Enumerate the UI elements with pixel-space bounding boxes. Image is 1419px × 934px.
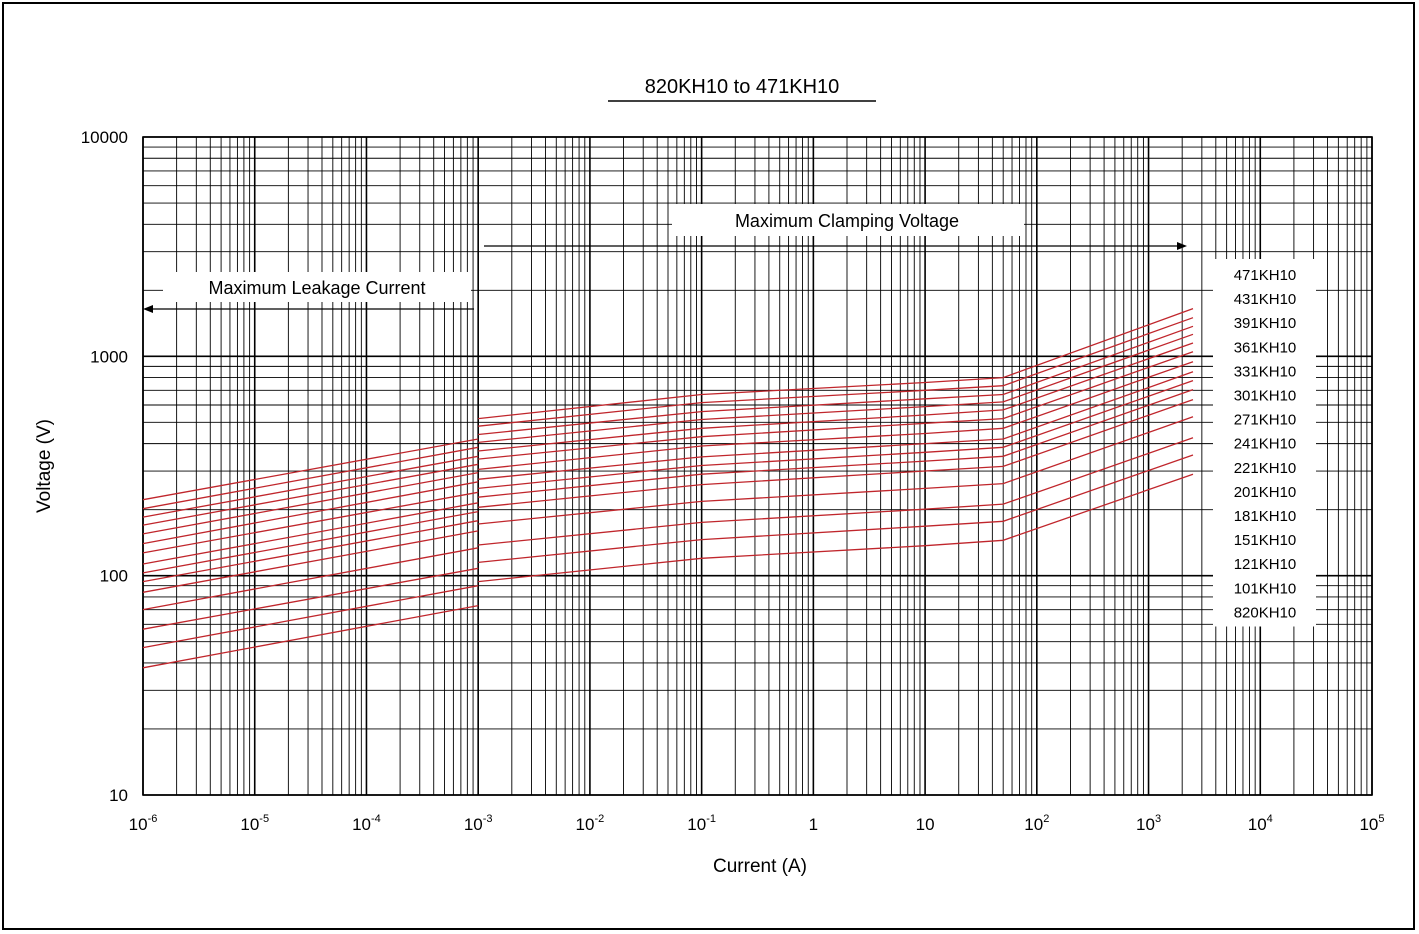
x-tick-label: 10-1 <box>687 813 716 834</box>
y-tick-label: 10 <box>109 786 128 805</box>
series-line-clamp-181kh10 <box>478 398 1194 508</box>
series-line-leak-820kh10 <box>142 604 479 669</box>
annotations: Maximum Leakage Current Maximum Clamping … <box>143 204 1187 313</box>
leakage-arrowhead <box>143 305 153 313</box>
y-tick-label: 10000 <box>81 128 128 147</box>
legend-item-271kh10: 271KH10 <box>1234 412 1297 429</box>
y-tick-label: 1000 <box>90 347 128 366</box>
legend-item-121kh10: 121KH10 <box>1234 556 1297 573</box>
legend: 471KH10 431KH10 391KH10 361KH10 331KH10 301KH… <box>1213 259 1316 627</box>
legend-item-201kh10: 201KH10 <box>1234 484 1297 501</box>
legend-item-471kh10: 471KH10 <box>1234 267 1297 284</box>
x-tick-label: 105 <box>1359 813 1384 834</box>
legend-item-820kh10: 820KH10 <box>1234 604 1297 621</box>
clamping-label: Maximum Clamping Voltage <box>735 211 959 231</box>
ticks: 10-6 10-5 10-4 10-3 10-2 10-1 1 10 102 103 104 105 1… <box>81 128 1385 834</box>
series-line-leak-121kh10 <box>142 567 479 630</box>
series-line-clamp-221kh10 <box>478 379 1194 490</box>
x-axis-label: Current (A) <box>713 856 807 877</box>
series-line-clamp-301kh10 <box>478 351 1194 460</box>
x-tick-label: 10-2 <box>576 813 605 834</box>
series-line-clamp-820kh10 <box>478 473 1194 583</box>
legend-item-101kh10: 101KH10 <box>1234 580 1297 597</box>
series-line-clamp-121kh10 <box>478 437 1194 546</box>
grid <box>142 136 1373 796</box>
series-line-leak-241kh10 <box>142 502 479 565</box>
legend-item-301kh10: 301KH10 <box>1234 388 1297 405</box>
series-line-leak-431kh10 <box>142 446 479 510</box>
clamping-arrowhead <box>1177 242 1187 250</box>
legend-item-241kh10: 241KH10 <box>1234 436 1297 453</box>
series-line-clamp-241kh10 <box>478 371 1194 480</box>
series-line-clamp-201kh10 <box>478 388 1194 498</box>
x-tick-label: 1 <box>809 815 818 834</box>
legend-item-221kh10: 221KH10 <box>1234 460 1297 477</box>
series-line-leak-301kh10 <box>142 481 479 545</box>
legend-item-431kh10: 431KH10 <box>1234 291 1297 308</box>
series-line-clamp-151kh10 <box>478 416 1194 525</box>
clamping-label-bg <box>672 204 1024 236</box>
x-tick-label: 102 <box>1024 813 1049 834</box>
x-tick-label: 10 <box>916 815 935 834</box>
legend-item-181kh10: 181KH10 <box>1234 508 1297 525</box>
series-line-leak-101kh10 <box>142 585 479 649</box>
series-group <box>142 307 1194 669</box>
series-line-clamp-101kh10 <box>478 454 1194 564</box>
x-tick-label: 10-5 <box>240 813 269 834</box>
x-tick-label: 10-6 <box>129 813 158 834</box>
series-line-leak-391kh10 <box>142 455 479 518</box>
series-line-leak-361kh10 <box>142 463 479 526</box>
series-line-clamp-431kh10 <box>478 317 1194 427</box>
legend-item-151kh10: 151KH10 <box>1234 532 1297 549</box>
leakage-label: Maximum Leakage Current <box>208 278 425 298</box>
series-line-leak-181kh10 <box>142 530 479 593</box>
series-line-clamp-471kh10 <box>478 307 1194 420</box>
legend-item-391kh10: 391KH10 <box>1234 315 1297 332</box>
series-line-leak-221kh10 <box>142 510 479 574</box>
series-line-clamp-271kh10 <box>478 361 1194 471</box>
y-axis-label: Voltage (V) <box>34 419 55 513</box>
series-line-leak-151kh10 <box>142 547 479 611</box>
series-line-leak-331kh10 <box>142 471 479 535</box>
legend-item-331kh10: 331KH10 <box>1234 363 1297 380</box>
x-tick-label: 104 <box>1248 813 1273 834</box>
series-line-clamp-361kh10 <box>478 333 1194 444</box>
x-tick-label: 10-4 <box>352 813 381 834</box>
series-line-leak-201kh10 <box>142 520 479 583</box>
plot-border <box>142 136 1373 796</box>
series-line-clamp-391kh10 <box>478 325 1194 436</box>
x-tick-label: 10-3 <box>464 813 493 834</box>
leakage-label-bg <box>163 272 471 302</box>
series-line-leak-471kh10 <box>142 438 479 501</box>
series-line-clamp-331kh10 <box>478 342 1194 452</box>
series-line-leak-271kh10 <box>142 491 479 554</box>
y-tick-label: 100 <box>100 567 128 586</box>
legend-item-361kh10: 361KH10 <box>1234 339 1297 356</box>
chart-title: 820KH10 to 471KH10 <box>645 76 840 98</box>
legend-bg <box>1213 259 1316 627</box>
x-tick-label: 103 <box>1136 813 1161 834</box>
